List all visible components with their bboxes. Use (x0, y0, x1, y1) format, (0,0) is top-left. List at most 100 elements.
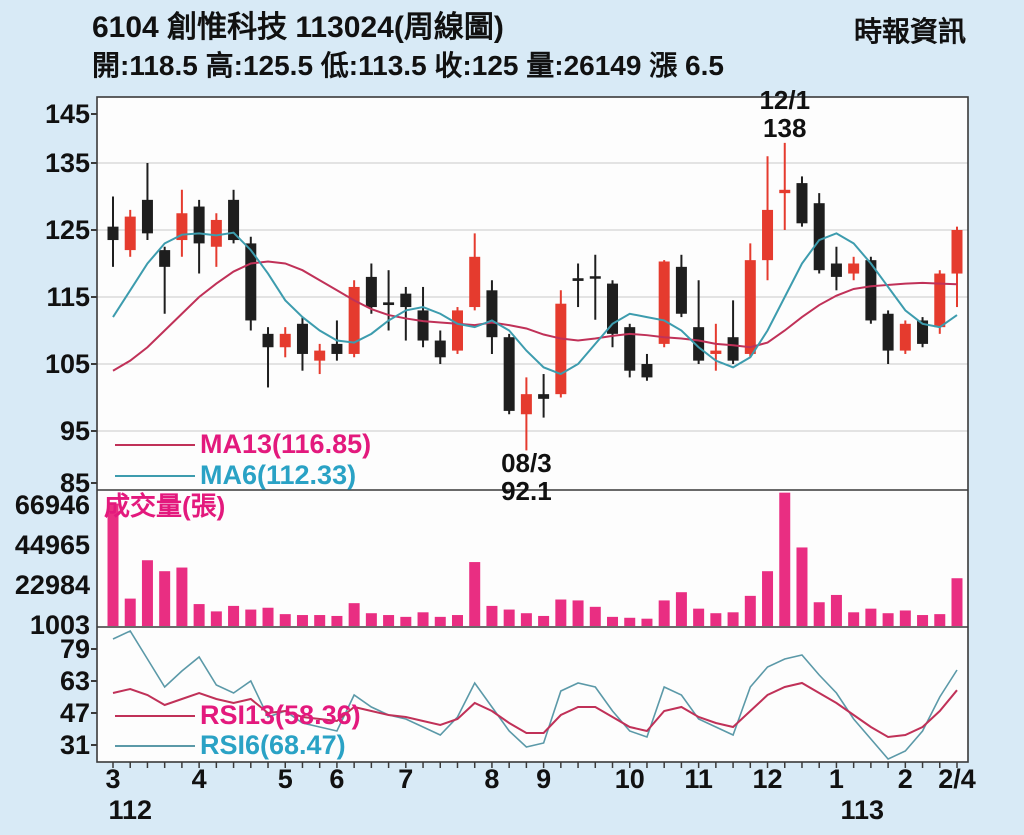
volume-bar (882, 613, 894, 626)
candle-body (365, 276, 377, 308)
rsi-axis-label: 47 (59, 698, 90, 728)
candle-body (848, 263, 860, 274)
volume-bar (228, 605, 240, 626)
volume-bar (710, 613, 722, 626)
candle-body (641, 364, 653, 378)
candle-body (348, 286, 360, 354)
candle-body (710, 350, 722, 354)
candle-body (434, 340, 446, 358)
candle-body (762, 209, 774, 261)
page-title: 6104 創惟科技 113024(周線圖) (92, 11, 504, 44)
candle-body (624, 327, 636, 371)
candle-body (262, 333, 274, 348)
ma13-swatch (115, 444, 195, 446)
volume-bar (348, 603, 360, 626)
candle-body (813, 203, 825, 271)
price-axis-label: 95 (59, 416, 90, 446)
candle-body (469, 256, 481, 308)
candle-body (934, 273, 946, 328)
candle-body (176, 213, 188, 241)
candle-body (314, 350, 326, 361)
volume-bar (779, 492, 791, 626)
candle-body (882, 313, 894, 351)
volume-bar (934, 614, 946, 626)
candle-body (245, 243, 257, 321)
volume-bar (107, 503, 119, 626)
candle-body (607, 283, 619, 334)
volume-bar (417, 612, 429, 626)
volume-bar (658, 600, 670, 626)
high-annotation-date: 12/1 (759, 85, 811, 115)
volume-bar (193, 604, 205, 626)
month-axis-label: 12 (752, 764, 783, 794)
volume-bar (159, 571, 171, 626)
volume-bar (245, 609, 257, 626)
candle-body (865, 260, 877, 321)
volume-bar (262, 607, 274, 626)
volume-bar (469, 562, 481, 626)
volume-bar (176, 567, 188, 626)
month-axis-label: 3 (105, 764, 121, 794)
year-axis-label: 113 (840, 795, 885, 825)
volume-bar (572, 600, 584, 626)
month-axis-label: 2 (897, 764, 913, 794)
rsi-axis-label: 63 (59, 666, 90, 696)
candle-body (658, 261, 670, 344)
month-axis-label: 7 (398, 764, 414, 794)
rsi13-line (112, 681, 958, 739)
price-axis-label: 145 (44, 99, 90, 129)
ma13-legend: MA13(116.85) (200, 429, 372, 459)
volume-bar (624, 617, 636, 626)
candle-body (296, 323, 308, 354)
price-axis-label: 105 (44, 349, 90, 379)
volume-bar (331, 615, 343, 626)
month-axis-label: 2/4 (938, 764, 976, 794)
candle-body (107, 226, 119, 241)
candle-body (899, 323, 911, 351)
candle-body (779, 189, 791, 194)
candle-body (193, 206, 205, 244)
volume-bar (830, 594, 842, 626)
source-label: 時報資訊 (853, 16, 966, 47)
volume-bar (727, 612, 739, 626)
month-axis-label: 5 (277, 764, 293, 794)
volume-bar (296, 615, 308, 626)
price-axis-label: 85 (59, 468, 90, 498)
volume-bar (848, 612, 860, 626)
candle-body (383, 302, 395, 306)
volume-bar (589, 606, 601, 626)
volume-bar (555, 599, 567, 626)
month-axis-label: 10 (614, 764, 645, 794)
volume-bar (486, 605, 498, 626)
candle-body (830, 263, 842, 277)
ma6-swatch (115, 475, 195, 477)
volume-bar (607, 616, 619, 626)
month-axis-label: 6 (329, 764, 345, 794)
candle-body (159, 250, 171, 267)
candle-body (555, 303, 567, 395)
price-axis-label: 125 (44, 215, 90, 245)
rsi-axis-label: 31 (59, 730, 90, 760)
low-annotation-date: 08/3 (501, 448, 552, 478)
month-axis-label: 8 (484, 764, 500, 794)
volume-bar (383, 615, 395, 626)
volume-bar (813, 602, 825, 626)
quote-summary: 開:118.5 高:125.5 低:113.5 收:125 量:26149 漲 … (92, 50, 724, 81)
rsi6-legend: RSI6(68.47) (200, 730, 346, 760)
volume-bar (451, 615, 463, 626)
volume-bar (210, 611, 222, 626)
candle-body (693, 327, 705, 361)
volume-bar (796, 547, 808, 626)
rsi-axis-label: 79 (59, 634, 90, 664)
month-axis-label: 1 (828, 764, 844, 794)
rsi6-line (112, 629, 958, 760)
candle-body (538, 394, 550, 399)
month-axis-label: 11 (684, 764, 713, 794)
candle-body (400, 293, 412, 308)
ma6-line (112, 231, 958, 376)
volume-bar (675, 592, 687, 626)
year-axis-label: 112 (108, 795, 152, 825)
volume-bar (641, 618, 653, 626)
volume-bar (400, 616, 412, 626)
